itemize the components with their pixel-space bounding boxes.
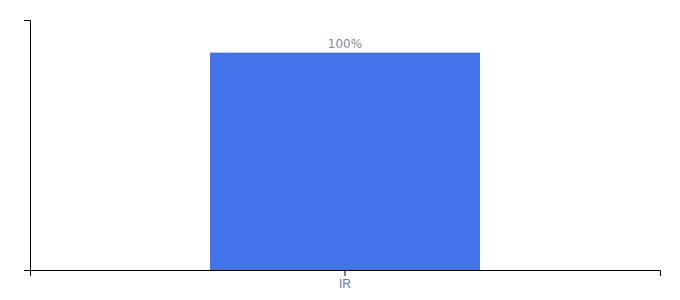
x-tick: IR [339, 270, 351, 291]
y-axis [24, 21, 31, 271]
bar [210, 53, 480, 270]
chart-svg: 100% IR [0, 0, 680, 300]
chart-container: 100% IR [0, 0, 680, 300]
bars [210, 53, 480, 270]
data-labels: 100% [328, 37, 362, 51]
x-tick-mark [345, 270, 346, 276]
plot-area: 100% IR [24, 21, 661, 291]
x-axis-line [31, 271, 661, 277]
x-tick-label: IR [339, 277, 351, 291]
data-label: 100% [328, 37, 362, 51]
x-axis: IR [31, 270, 661, 291]
y-axis-line [24, 21, 31, 271]
